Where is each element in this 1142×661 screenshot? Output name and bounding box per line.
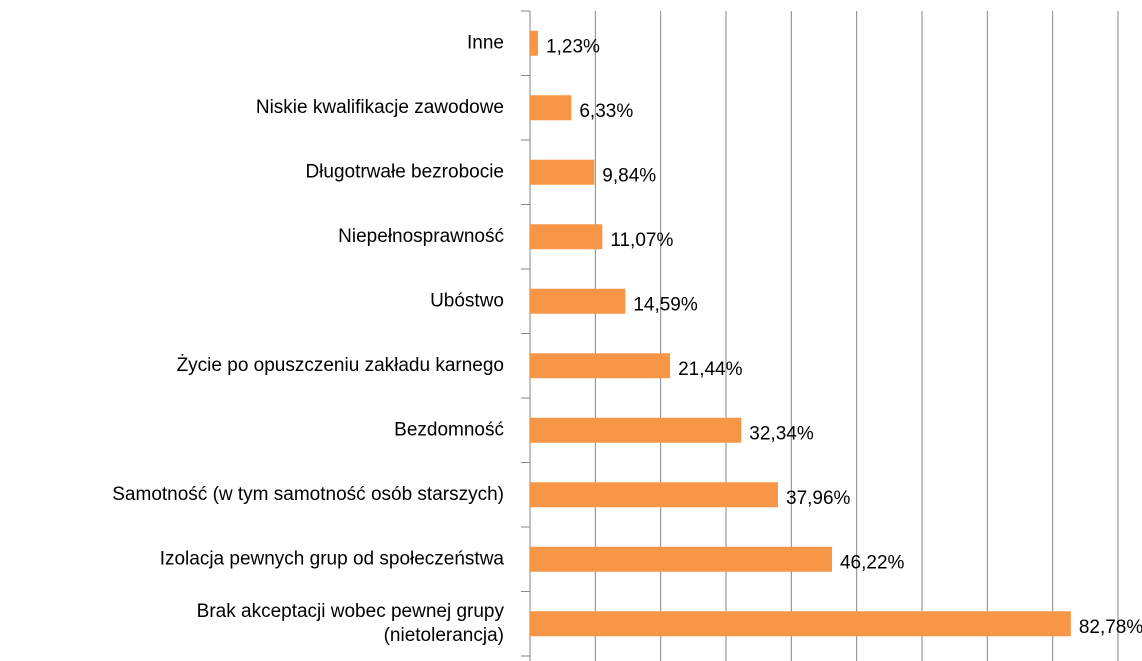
category-label: Niepełnosprawność [338, 226, 504, 247]
category-label: Samotność (w tym samotność osób starszyc… [112, 484, 504, 505]
bar [530, 482, 779, 508]
bar [530, 159, 595, 185]
value-label: 14,59% [633, 294, 698, 315]
value-label: 21,44% [678, 359, 743, 380]
category-label: Brak akceptacji wobec pewnej grupy (nieto… [197, 601, 505, 646]
value-label: 6,33% [579, 101, 633, 122]
value-label: 37,96% [786, 488, 851, 509]
bar [530, 546, 832, 572]
category-label: Inne [467, 32, 504, 53]
category-label: Długotrwałe bezrobocie [305, 161, 504, 182]
value-label: 11,07% [610, 230, 673, 251]
category-label: Życie po opuszczeniu zakładu karnego [177, 355, 504, 376]
bar [530, 417, 742, 443]
category-label: Ubóstwo [430, 290, 504, 311]
value-label: 9,84% [602, 165, 656, 186]
bar [530, 95, 572, 121]
value-label: 82,78% [1079, 617, 1142, 638]
bar [530, 30, 539, 56]
bar [530, 288, 626, 314]
value-label: 46,22% [840, 552, 905, 573]
bar [530, 224, 603, 250]
value-label: 1,23% [546, 36, 600, 57]
value-label: 32,34% [749, 423, 814, 444]
category-label: Bezdomność [394, 419, 504, 440]
category-label: Niskie kwalifikacje zawodowe [256, 97, 504, 118]
category-label: Izolacja pewnych grup od społeczeństwa [160, 548, 505, 569]
bar [530, 611, 1071, 637]
bar [530, 353, 671, 379]
